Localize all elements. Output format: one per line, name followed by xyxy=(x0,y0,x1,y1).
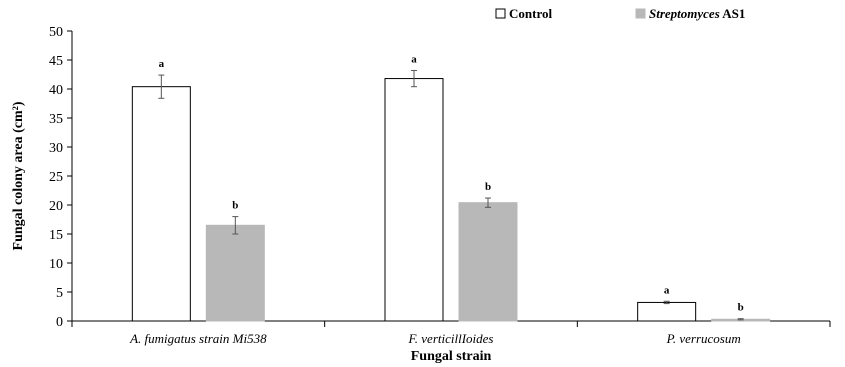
y-tick-label: 40 xyxy=(49,83,63,98)
bar-control-2 xyxy=(637,301,697,322)
bar-control-1 xyxy=(384,78,444,322)
x-axis-title: Fungal strain xyxy=(411,349,492,364)
y-tick-label: 45 xyxy=(49,54,63,69)
legend-label-control: Control xyxy=(509,6,552,21)
y-tick-label: 5 xyxy=(56,286,63,301)
y-tick-label: 15 xyxy=(49,228,63,243)
y-tick-label: 10 xyxy=(49,257,63,272)
y-tick-label: 25 xyxy=(49,170,63,185)
bar-streptomyces-1 xyxy=(458,202,518,322)
bar-streptomyces-0 xyxy=(205,224,265,322)
y-axis-title: Fungal colony area (cm²) xyxy=(11,101,26,250)
legend-swatch-streptomyces xyxy=(635,8,646,19)
legend: Control Streptomyces AS1 xyxy=(495,6,745,21)
significance-label: b xyxy=(232,200,238,212)
y-tick-label: 30 xyxy=(49,141,63,156)
plot-area: 0 5 10 15 20 25 30 35 40 45 50 a b A. fumigatus strai… xyxy=(49,25,831,346)
significance-label: a xyxy=(159,58,165,70)
significance-label: a xyxy=(411,53,417,65)
legend-swatch-control xyxy=(495,8,506,19)
x-category-label: A. fumigatus strain Mi538 xyxy=(129,331,267,346)
y-tick-label: 50 xyxy=(49,25,63,40)
y-tick-label: 35 xyxy=(49,112,63,127)
y-tick-label: 20 xyxy=(49,199,63,214)
bar-control-0 xyxy=(131,86,191,322)
x-category-label: P. verrucosum xyxy=(666,331,741,346)
legend-label-streptomyces: Streptomyces AS1 xyxy=(649,6,745,21)
significance-label: b xyxy=(485,181,491,193)
significance-label: b xyxy=(738,302,744,314)
x-category-label: F. verticillIoides xyxy=(408,331,494,346)
y-tick-label: 0 xyxy=(56,315,63,330)
significance-label: a xyxy=(664,284,670,296)
